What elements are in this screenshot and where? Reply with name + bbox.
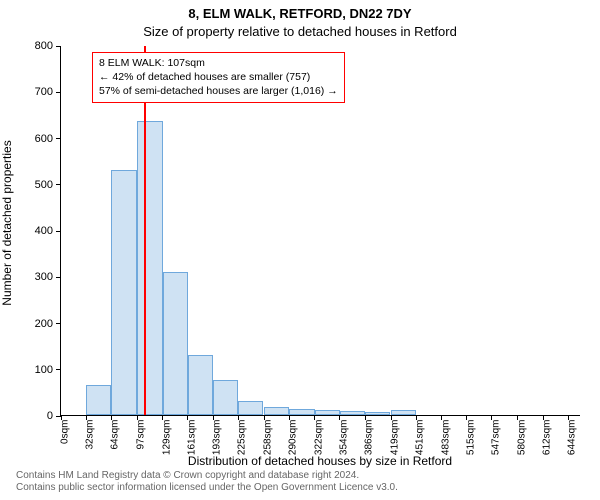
footer-line2: Contains public sector information licen… <box>16 482 398 494</box>
histogram-bar <box>238 401 263 415</box>
y-tick <box>56 277 61 278</box>
x-tick-label: 32sqm <box>85 420 96 450</box>
y-tick-label: 800 <box>15 40 53 52</box>
histogram-bar <box>111 170 136 415</box>
x-tick-label: 419sqm <box>390 420 401 456</box>
annotation-box: 8 ELM WALK: 107sqm ← 42% of detached hou… <box>92 52 345 103</box>
histogram-bar <box>86 385 111 415</box>
histogram-bar <box>315 410 340 415</box>
annotation-line-larger: 57% of semi-detached houses are larger (… <box>99 84 338 98</box>
x-tick-label: 644sqm <box>567 420 578 456</box>
x-tick-label: 225sqm <box>237 420 248 456</box>
y-tick <box>56 231 61 232</box>
histogram-bar <box>188 355 213 415</box>
y-tick-label: 700 <box>15 86 53 98</box>
x-tick-label: 451sqm <box>415 420 426 456</box>
x-tick-label: 354sqm <box>338 420 349 456</box>
histogram-bar <box>289 409 314 415</box>
x-tick-label: 290sqm <box>288 420 299 456</box>
x-tick-label: 483sqm <box>440 420 451 456</box>
annotation-line-property: 8 ELM WALK: 107sqm <box>99 56 338 70</box>
x-tick-label: 161sqm <box>186 420 197 456</box>
x-tick-label: 258sqm <box>263 420 274 456</box>
y-tick-label: 0 <box>15 410 53 422</box>
footer-line1: Contains HM Land Registry data © Crown c… <box>16 470 398 482</box>
annotation-line-smaller: ← 42% of detached houses are smaller (75… <box>99 70 338 84</box>
y-tick <box>56 92 61 93</box>
page-subtitle: Size of property relative to detached ho… <box>0 24 600 39</box>
y-tick-label: 200 <box>15 318 53 330</box>
histogram-bar <box>264 407 289 415</box>
x-axis-label: Distribution of detached houses by size … <box>60 454 580 468</box>
y-tick-label: 100 <box>15 364 53 376</box>
footer-attribution: Contains HM Land Registry data © Crown c… <box>16 470 398 494</box>
x-tick-label: 129sqm <box>161 420 172 456</box>
y-tick-label: 400 <box>15 225 53 237</box>
y-tick-label: 600 <box>15 133 53 145</box>
y-tick-label: 500 <box>15 179 53 191</box>
histogram-bar <box>340 411 365 415</box>
y-tick <box>56 323 61 324</box>
x-tick-label: 515sqm <box>465 420 476 456</box>
x-tick-label: 64sqm <box>110 420 121 450</box>
histogram-bar <box>365 412 390 415</box>
page-title-address: 8, ELM WALK, RETFORD, DN22 7DY <box>0 6 600 21</box>
histogram-bar <box>391 410 416 415</box>
x-tick-label: 97sqm <box>136 420 147 450</box>
y-tick-label: 300 <box>15 271 53 283</box>
histogram-bar <box>137 121 162 415</box>
histogram-bar <box>213 380 238 415</box>
x-tick-label: 193sqm <box>212 420 223 456</box>
x-tick-label: 386sqm <box>364 420 375 456</box>
x-tick-label: 0sqm <box>60 420 71 444</box>
x-tick-label: 580sqm <box>516 420 527 456</box>
y-tick <box>56 46 61 47</box>
x-tick-label: 612sqm <box>542 420 553 456</box>
x-tick-label: 322sqm <box>313 420 324 456</box>
x-tick-label: 547sqm <box>490 420 501 456</box>
y-tick <box>56 369 61 370</box>
y-tick <box>56 138 61 139</box>
y-tick <box>56 184 61 185</box>
histogram-bar <box>163 272 188 415</box>
